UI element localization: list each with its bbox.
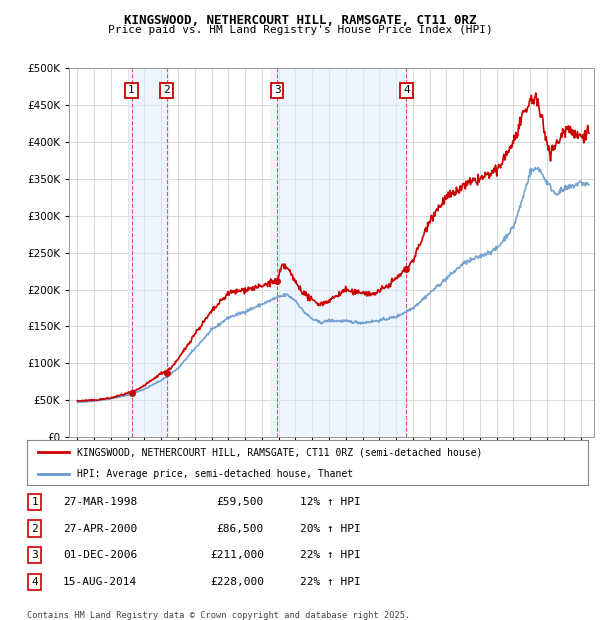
Text: 3: 3 <box>274 86 281 95</box>
Text: 22% ↑ HPI: 22% ↑ HPI <box>300 577 361 587</box>
Text: £86,500: £86,500 <box>217 523 264 534</box>
Text: 27-APR-2000: 27-APR-2000 <box>63 523 137 534</box>
Text: KINGSWOOD, NETHERCOURT HILL, RAMSGATE, CT11 0RZ (semi-detached house): KINGSWOOD, NETHERCOURT HILL, RAMSGATE, C… <box>77 447 483 458</box>
Text: £228,000: £228,000 <box>210 577 264 587</box>
Text: 4: 4 <box>403 86 410 95</box>
Text: £59,500: £59,500 <box>217 497 264 507</box>
Text: 01-DEC-2006: 01-DEC-2006 <box>63 550 137 560</box>
Text: 4: 4 <box>31 577 38 587</box>
Text: KINGSWOOD, NETHERCOURT HILL, RAMSGATE, CT11 0RZ: KINGSWOOD, NETHERCOURT HILL, RAMSGATE, C… <box>124 14 476 27</box>
Text: 2: 2 <box>31 523 38 534</box>
Text: HPI: Average price, semi-detached house, Thanet: HPI: Average price, semi-detached house,… <box>77 469 353 479</box>
Text: Contains HM Land Registry data © Crown copyright and database right 2025.: Contains HM Land Registry data © Crown c… <box>27 611 410 620</box>
Text: 27-MAR-1998: 27-MAR-1998 <box>63 497 137 507</box>
Text: 22% ↑ HPI: 22% ↑ HPI <box>300 550 361 560</box>
Text: 20% ↑ HPI: 20% ↑ HPI <box>300 523 361 534</box>
Text: 3: 3 <box>31 550 38 560</box>
Bar <box>270 68 409 437</box>
Text: £211,000: £211,000 <box>210 550 264 560</box>
Text: 1: 1 <box>31 497 38 507</box>
Text: 2: 2 <box>163 86 170 95</box>
Text: Price paid vs. HM Land Registry's House Price Index (HPI): Price paid vs. HM Land Registry's House … <box>107 25 493 35</box>
Bar <box>128 68 170 437</box>
Text: 12% ↑ HPI: 12% ↑ HPI <box>300 497 361 507</box>
Text: 15-AUG-2014: 15-AUG-2014 <box>63 577 137 587</box>
Text: 1: 1 <box>128 86 135 95</box>
